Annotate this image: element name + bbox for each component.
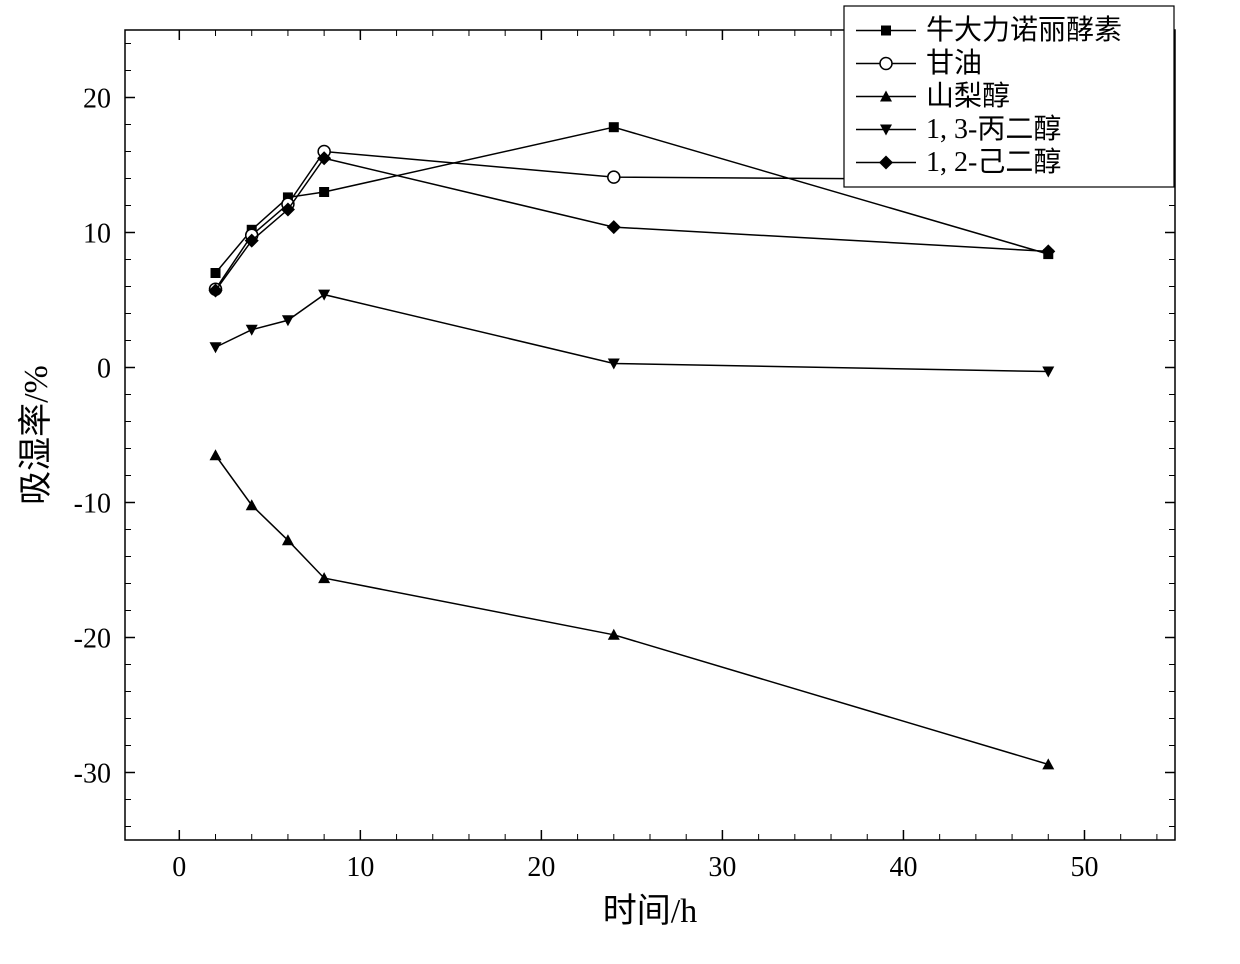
y-tick-label: 20	[83, 84, 111, 115]
y-tick-label: -20	[74, 624, 111, 655]
y-axis-label: 吸湿率/%	[17, 365, 55, 505]
x-tick-label: 30	[708, 852, 736, 883]
legend: 牛大力诺丽酵素甘油山梨醇1, 3-丙二醇1, 2-己二醇	[844, 6, 1174, 187]
legend-label-0: 牛大力诺丽酵素	[926, 14, 1122, 46]
y-tick-label: -10	[74, 489, 111, 520]
y-tick-label: 10	[83, 219, 111, 250]
x-tick-label: 10	[346, 852, 374, 883]
legend-label-1: 甘油	[926, 47, 982, 79]
y-tick-label: -30	[74, 759, 111, 790]
legend-label-3: 1, 3-丙二醇	[926, 113, 1061, 145]
y-tick-label: 0	[97, 354, 111, 385]
chart-container: 0 10 20 30 40 50 -30 -20 -10 0 10 20 时间/h 吸湿率/% 牛大力诺丽酵…	[0, 0, 1240, 964]
x-tick-label: 50	[1070, 852, 1098, 883]
x-tick-label: 40	[889, 852, 917, 883]
x-tick-label: 20	[527, 852, 555, 883]
x-tick-label: 0	[172, 852, 186, 883]
legend-label-4: 1, 2-己二醇	[926, 146, 1061, 178]
legend-label-2: 山梨醇	[926, 80, 1010, 112]
x-axis-label: 时间/h	[603, 893, 697, 930]
line-chart: 0 10 20 30 40 50 -30 -20 -10 0 10 20 时间/h 吸湿率/% 牛大力诺丽酵…	[0, 0, 1240, 964]
